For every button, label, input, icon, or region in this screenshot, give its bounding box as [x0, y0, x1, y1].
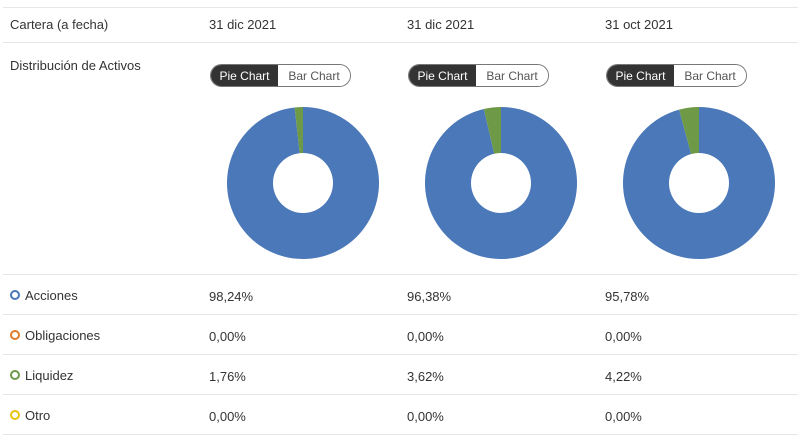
obligaciones-value-3: 0,00%	[605, 329, 642, 344]
portfolio-date-label: Cartera (a fecha)	[10, 17, 109, 32]
asset-donut-chart-3	[623, 107, 775, 259]
liquidez-value-1: 1,76%	[209, 369, 246, 384]
acciones-value-3: 95,78%	[605, 289, 650, 304]
asset-distribution-label: Distribución de Activos	[10, 58, 141, 73]
date-column-1: 31 dic 2021	[209, 17, 277, 32]
asset-donut-chart-2	[425, 107, 577, 259]
row-label-acciones: Acciones	[10, 288, 78, 303]
row-divider	[3, 274, 798, 275]
bar-chart-button[interactable]: Bar Chart	[476, 65, 548, 86]
liquidez-label: Liquidez	[25, 368, 74, 383]
row-label-obligaciones: Obligaciones	[10, 328, 100, 343]
otro-value-2: 0,00%	[407, 409, 444, 424]
chart-type-toggle: Pie Chart Bar Chart	[210, 64, 351, 87]
date-column-2: 31 dic 2021	[407, 17, 475, 32]
bar-chart-button[interactable]: Bar Chart	[278, 65, 350, 86]
donut-hole	[273, 153, 333, 213]
acciones-legend-icon	[10, 289, 20, 300]
date-column-3: 31 oct 2021	[605, 17, 673, 32]
pie-chart-button[interactable]: Pie Chart	[211, 65, 278, 86]
liquidez-legend-icon	[10, 369, 20, 380]
row-label-liquidez: Liquidez	[10, 368, 73, 383]
otro-label: Otro	[25, 408, 51, 423]
obligaciones-value-1: 0,00%	[209, 329, 246, 344]
obligaciones-legend-icon	[10, 329, 20, 340]
row-divider	[3, 7, 798, 8]
row-divider	[3, 354, 798, 355]
row-label-otro: Otro	[10, 408, 50, 423]
asset-donut-chart-1	[227, 107, 379, 259]
pie-chart-button[interactable]: Pie Chart	[409, 65, 476, 86]
otro-value-1: 0,00%	[209, 409, 246, 424]
acciones-value-2: 96,38%	[407, 289, 452, 304]
obligaciones-value-2: 0,00%	[407, 329, 444, 344]
acciones-value-1: 98,24%	[209, 289, 254, 304]
chart-type-toggle: Pie Chart Bar Chart	[606, 64, 747, 87]
pie-chart-button[interactable]: Pie Chart	[607, 65, 674, 86]
otro-value-3: 0,00%	[605, 409, 642, 424]
otro-legend-icon	[10, 409, 20, 420]
chart-type-toggle: Pie Chart Bar Chart	[408, 64, 549, 87]
row-divider	[3, 434, 798, 435]
row-divider	[3, 314, 798, 315]
bar-chart-button[interactable]: Bar Chart	[674, 65, 746, 86]
row-divider	[3, 394, 798, 395]
liquidez-value-2: 3,62%	[407, 369, 444, 384]
donut-hole	[669, 153, 729, 213]
acciones-label: Acciones	[25, 288, 78, 303]
donut-hole	[471, 153, 531, 213]
obligaciones-label: Obligaciones	[25, 328, 101, 343]
liquidez-value-3: 4,22%	[605, 369, 642, 384]
row-divider	[3, 42, 798, 43]
